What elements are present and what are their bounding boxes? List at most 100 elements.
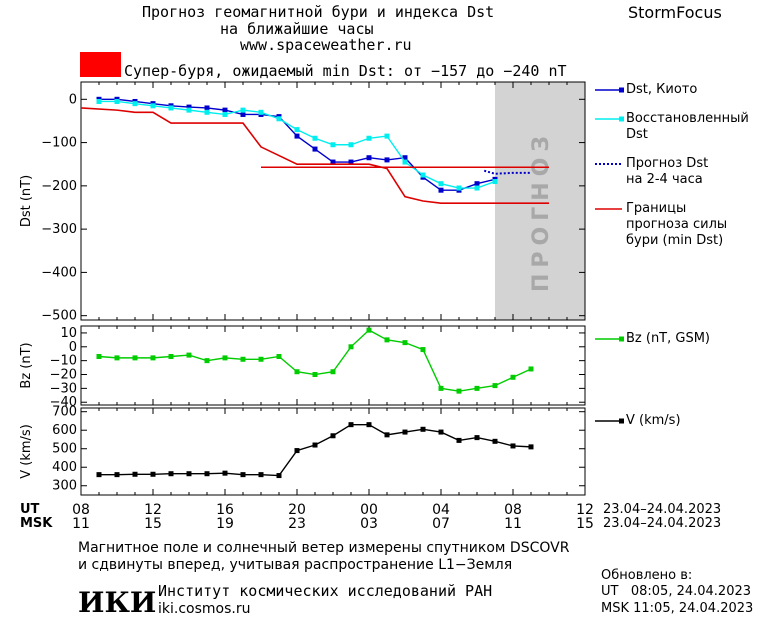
data-point — [186, 107, 192, 113]
data-point — [528, 366, 534, 372]
data-point — [132, 355, 138, 361]
legend-bounds-2: прогноза силы — [626, 217, 728, 232]
y-tick-label: −40 — [50, 395, 77, 410]
data-point — [456, 185, 462, 191]
data-point — [384, 157, 390, 163]
data-point — [240, 107, 246, 113]
data-point — [168, 353, 174, 359]
series-line — [99, 100, 496, 189]
ut-tick-label: 12 — [144, 502, 162, 518]
legend-restored-2: Dst — [626, 127, 648, 142]
legend-bz-symbol-marker — [619, 336, 624, 342]
y-tick-label: −300 — [41, 222, 77, 237]
y-tick-label: 400 — [52, 460, 77, 475]
y-tick-label: 600 — [52, 423, 77, 438]
data-point — [456, 388, 462, 394]
data-point — [474, 435, 480, 441]
severity-text: Супер-буря, ожидаемый min Dst: от −157 д… — [124, 62, 567, 80]
dst-panel: ПРОГНОЗ 0 −100 −200 −300 −400 −500 Dst (nT) — [19, 81, 586, 324]
legend-v: V (km/s) — [626, 413, 681, 428]
data-point — [312, 135, 318, 141]
institute-site[interactable]: iki.cosmos.ru — [158, 601, 251, 617]
brand-name: StormFocus — [628, 3, 722, 22]
updated-msk: MSK 11:05, 24.04.2023 — [601, 601, 754, 616]
legend-bounds-3: бури (min Dst) — [626, 233, 724, 248]
data-point — [402, 155, 408, 161]
msk-tick-label: 15 — [144, 516, 162, 532]
msk-label: MSK — [20, 516, 53, 531]
data-point — [348, 422, 354, 428]
y-tick-label: 0 — [69, 92, 77, 107]
y-tick-label: −100 — [41, 136, 77, 151]
data-point — [438, 187, 444, 193]
legend-forecast-2: на 2-4 часа — [626, 172, 703, 187]
data-point — [276, 473, 282, 479]
legend-restored-1: Восстановленный — [626, 111, 749, 126]
data-point — [420, 172, 426, 178]
data-point — [240, 472, 246, 478]
data-point — [330, 142, 336, 148]
y-tick-label: −400 — [41, 265, 77, 280]
note-line-1: Магнитное поле и солнечный ветер измерен… — [78, 540, 570, 556]
page-subtitle: на ближайшие часы — [220, 20, 374, 38]
data-point — [510, 374, 516, 380]
data-point — [222, 355, 228, 361]
legend-restored-symbol-marker — [619, 116, 624, 122]
data-point — [114, 472, 120, 478]
data-point — [168, 471, 174, 477]
v-panel: 700 600 500 400 300 V (km/s) — [19, 405, 586, 496]
msk-tick-label: 11 — [72, 516, 90, 532]
series-line — [483, 169, 531, 175]
data-point — [204, 109, 210, 115]
data-point — [474, 181, 480, 187]
data-point — [330, 159, 336, 165]
y-tick-label: −200 — [41, 179, 77, 194]
data-point — [384, 337, 390, 343]
ut-tick-label: 00 — [360, 502, 378, 518]
data-point — [420, 347, 426, 353]
data-point — [366, 327, 372, 333]
data-point — [312, 146, 318, 152]
y-tick-label: −500 — [41, 309, 77, 324]
data-point — [402, 340, 408, 346]
data-point — [438, 429, 444, 435]
panel-frame — [80, 407, 586, 496]
data-point — [366, 422, 372, 428]
data-point — [312, 442, 318, 448]
data-point — [150, 355, 156, 361]
msk-tick-label: 15 — [576, 516, 594, 532]
data-point — [294, 369, 300, 375]
data-point — [294, 133, 300, 139]
y-tick-label: −30 — [50, 381, 77, 396]
data-point — [366, 155, 372, 161]
msk-tick-label: 19 — [216, 516, 234, 532]
data-point — [204, 105, 210, 111]
data-point — [204, 471, 210, 477]
data-point — [294, 448, 300, 454]
data-point — [96, 472, 102, 478]
data-point — [132, 471, 138, 477]
y-axis-label: Bz (nT) — [19, 342, 34, 388]
msk-tick-label: 11 — [504, 516, 522, 532]
data-point — [222, 111, 228, 117]
y-tick-label: 700 — [52, 405, 77, 420]
legend-forecast-1: Прогноз Dst — [626, 156, 709, 171]
data-point — [330, 369, 336, 375]
ut-tick-label: 20 — [288, 502, 306, 518]
msk-tick-label: 23 — [288, 516, 306, 532]
data-point — [276, 353, 282, 359]
data-point — [222, 107, 228, 113]
site-url[interactable]: www.spaceweather.ru — [240, 36, 412, 54]
legend-dst-kyoto-symbol-marker — [619, 87, 624, 93]
data-point — [492, 179, 498, 185]
bz-panel: 100−10−20−30−40 Bz (nT) — [19, 325, 586, 410]
data-point — [420, 426, 426, 432]
ut-tick-label: 12 — [576, 502, 594, 518]
data-point — [258, 109, 264, 115]
data-point — [402, 429, 408, 435]
institute-name: Институт космических исследований РАН — [158, 582, 493, 600]
legend-bz: Bz (nT, GSM) — [626, 331, 711, 346]
data-point — [384, 133, 390, 139]
data-point — [96, 353, 102, 359]
